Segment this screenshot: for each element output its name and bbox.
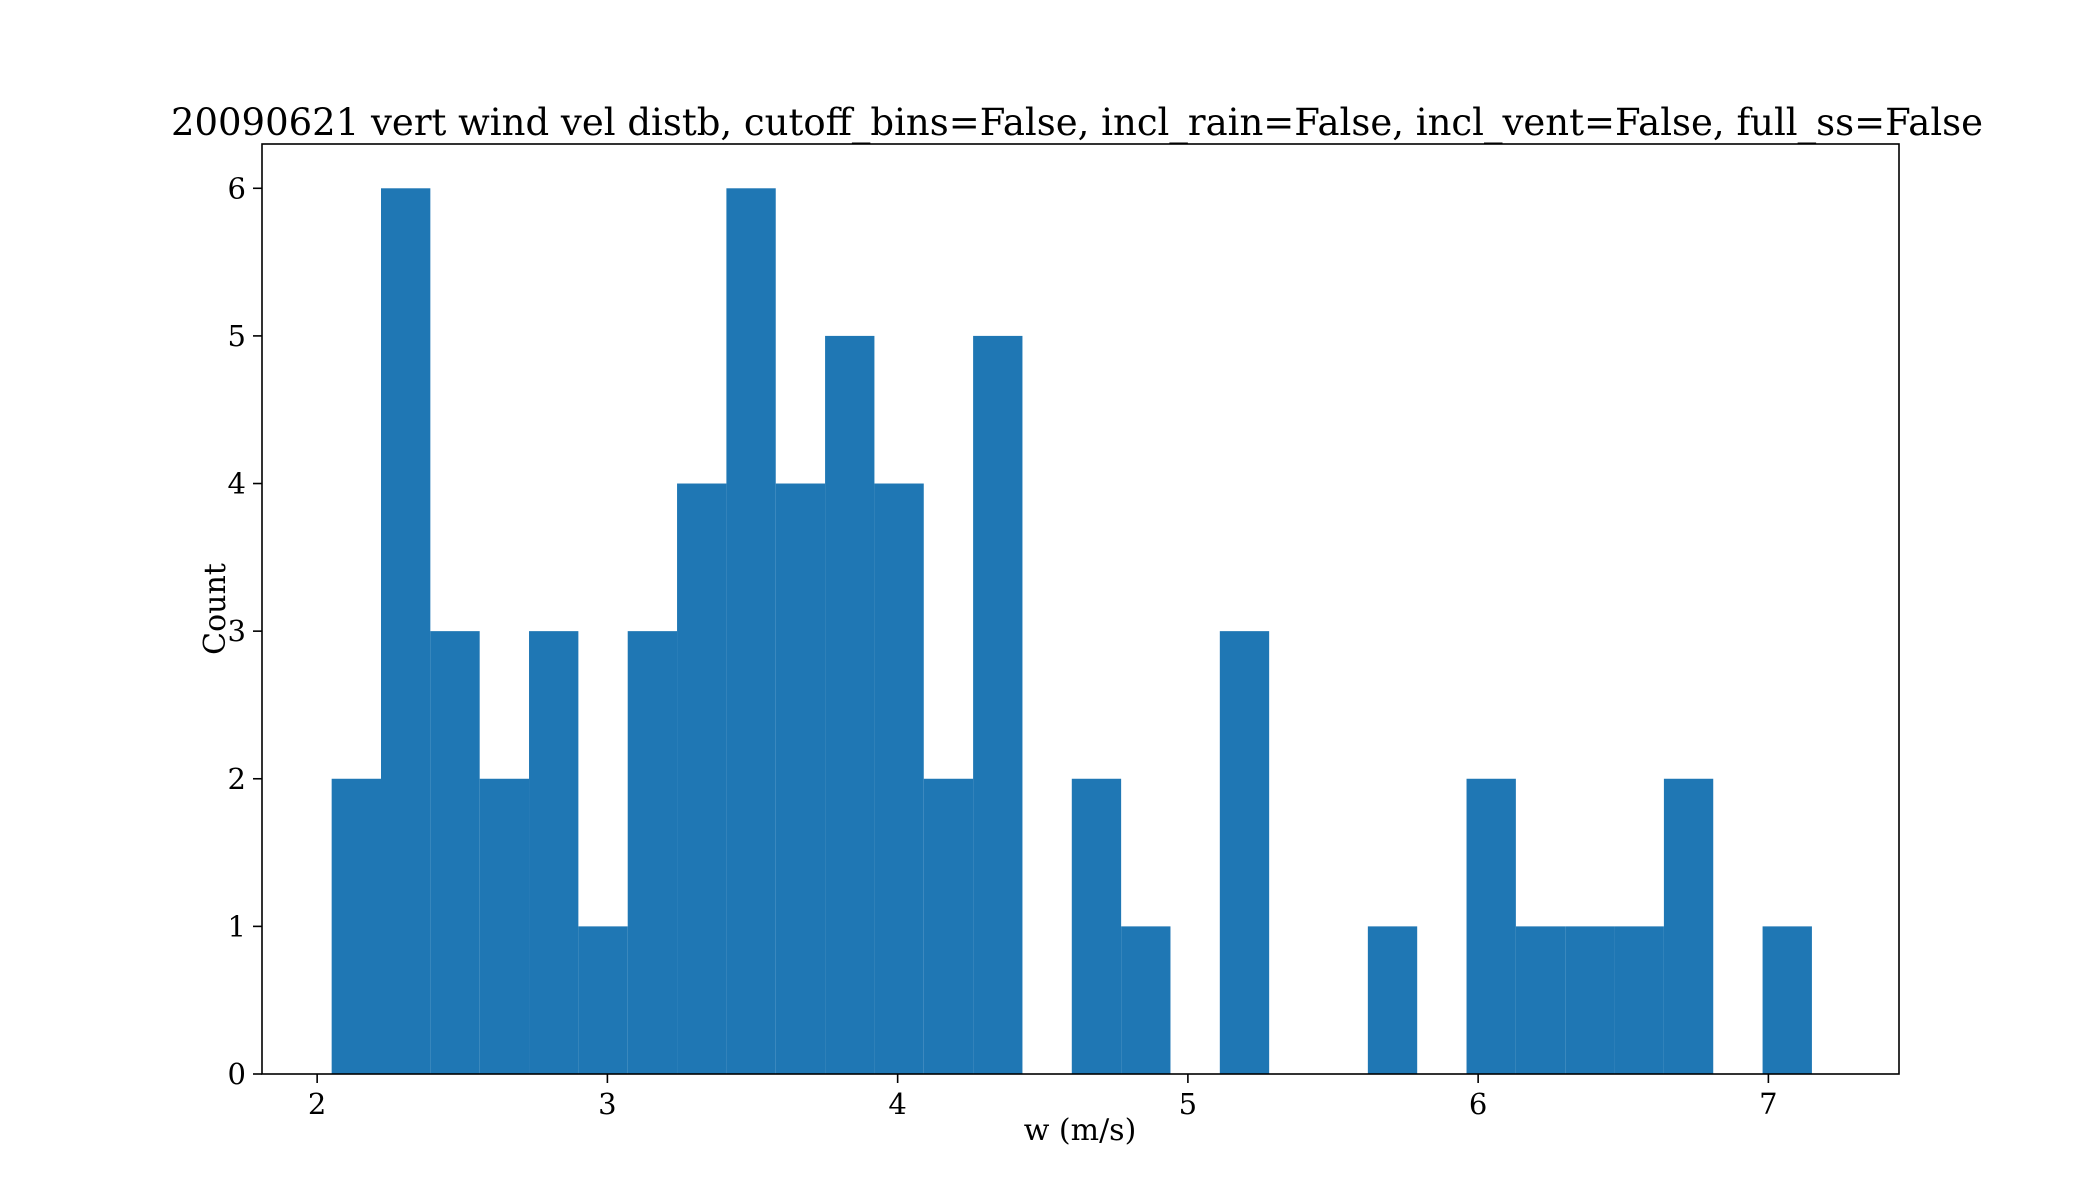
- x-axis-label: w (m/s): [1024, 1113, 1137, 1148]
- histogram-bar: [726, 188, 776, 1075]
- histogram-bar: [627, 631, 678, 1074]
- y-tick-label: 2: [228, 762, 246, 796]
- x-tick-label: 2: [308, 1087, 326, 1121]
- histogram-bar: [578, 926, 628, 1074]
- histogram-bar: [479, 778, 530, 1074]
- y-tick-label: 5: [228, 319, 246, 353]
- histogram-bar: [1219, 631, 1270, 1074]
- x-tick-label: 5: [1179, 1087, 1197, 1121]
- y-axis-ticks: 0 1 2 3 4 5 6: [228, 171, 262, 1091]
- histogram-bar: [430, 631, 480, 1074]
- histogram-bar: [1121, 926, 1171, 1074]
- histogram-bar: [1466, 778, 1516, 1074]
- histogram-bar: [1565, 926, 1615, 1074]
- histogram-bar: [1614, 926, 1664, 1074]
- x-tick-label: 6: [1469, 1087, 1487, 1121]
- y-axis-label: Count: [198, 563, 233, 655]
- y-tick-label: 4: [228, 467, 246, 501]
- histogram-bar: [874, 483, 924, 1074]
- histogram-bar: [331, 778, 381, 1074]
- histogram-bar: [1762, 926, 1812, 1074]
- histogram-bar: [1071, 778, 1122, 1074]
- histogram-bar: [923, 778, 974, 1074]
- x-tick-label: 4: [888, 1087, 906, 1121]
- histogram-bar: [825, 335, 875, 1074]
- axes-frame: [261, 143, 1900, 1075]
- histogram-bar: [677, 483, 727, 1074]
- y-tick-label: 1: [228, 909, 246, 943]
- chart-title: 20090621 vert wind vel distb, cutoff_bin…: [171, 101, 1983, 145]
- histogram-bar: [381, 188, 431, 1075]
- y-tick-label: 6: [228, 171, 246, 205]
- y-tick-label: 3: [228, 614, 246, 648]
- histogram-bar: [973, 335, 1023, 1074]
- x-axis-ticks: 2 3 4 5 6 7: [308, 1074, 1778, 1121]
- histogram-bar: [529, 631, 579, 1074]
- bars-layer: [331, 188, 1812, 1075]
- histogram-bar: [1515, 926, 1566, 1074]
- histogram-bar: [1367, 926, 1418, 1074]
- histogram-bar: [775, 483, 826, 1074]
- histogram-bar: [1663, 778, 1714, 1074]
- x-tick-label: 7: [1759, 1087, 1777, 1121]
- y-tick-label: 0: [228, 1057, 246, 1091]
- x-tick-label: 3: [598, 1087, 616, 1121]
